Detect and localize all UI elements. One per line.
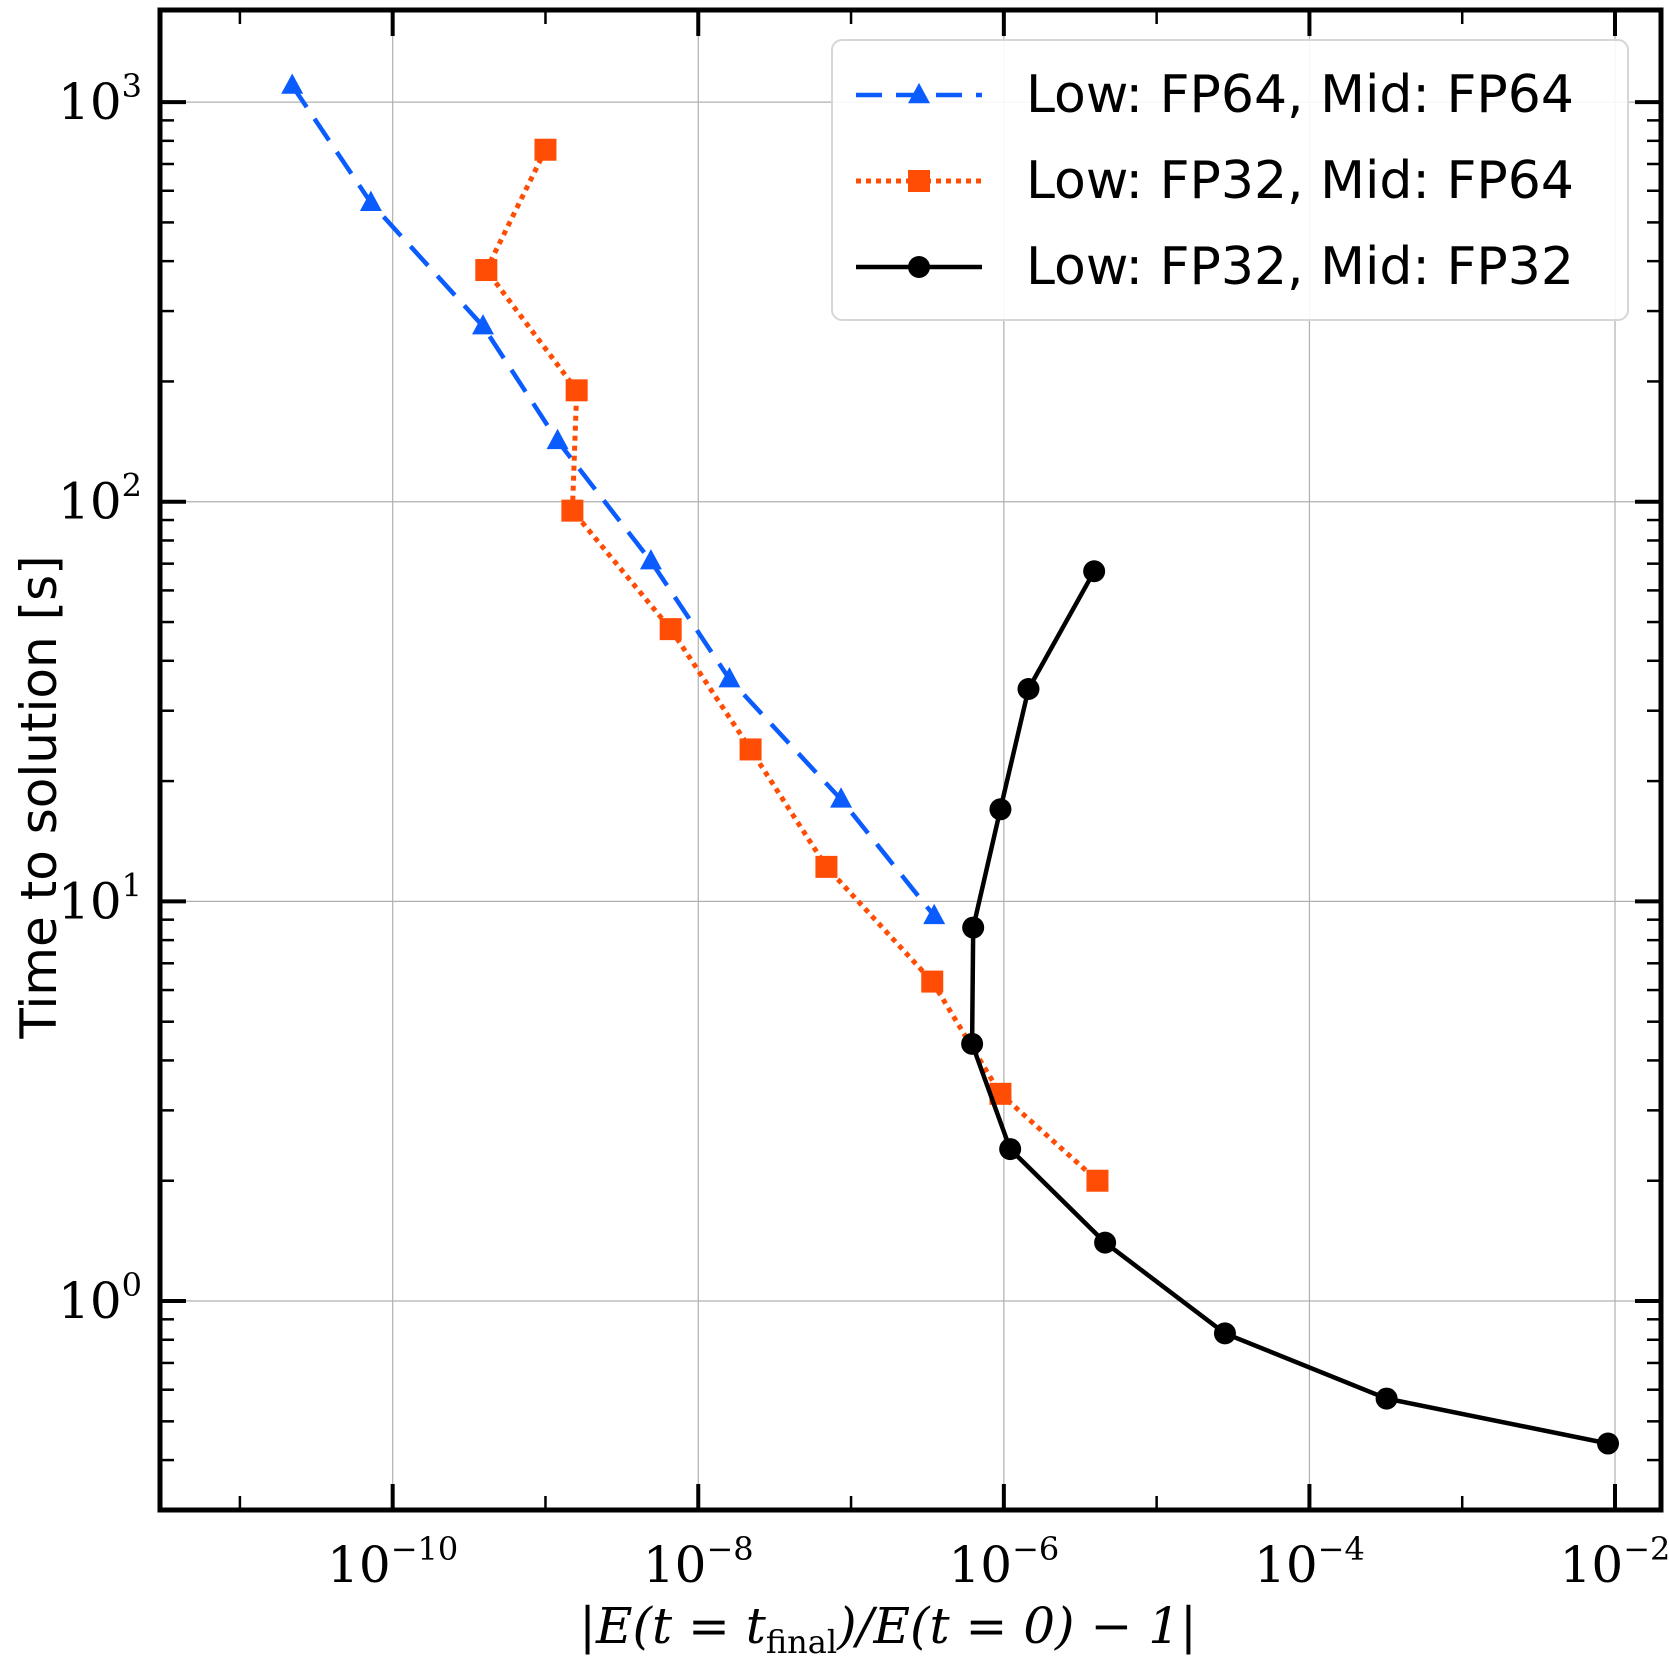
series-line — [290, 84, 936, 918]
y-tick-label-exponent: 1 — [122, 866, 142, 904]
series-line — [969, 570, 1609, 1446]
data-point — [830, 787, 853, 808]
x-tick-label-base: 10 — [948, 1536, 1012, 1594]
data-point — [999, 1138, 1022, 1161]
y-tick-label-exponent: 0 — [122, 1266, 142, 1304]
legend-label: Low: FP32, Mid: FP32 — [1026, 237, 1574, 297]
data-point — [1094, 1231, 1117, 1254]
data-point — [961, 1032, 984, 1055]
ticks — [160, 10, 1661, 1512]
legend-label: Low: FP32, Mid: FP64 — [1026, 151, 1574, 211]
y-tick-label: 101 — [58, 866, 142, 930]
series-layer — [281, 73, 1620, 1455]
data-point — [359, 190, 382, 211]
data-point — [561, 499, 584, 522]
data-point — [962, 916, 985, 939]
legend-entry: Low: FP32, Mid: FP64 — [856, 151, 1574, 211]
x-tick-label-exponent: −4 — [1318, 1530, 1365, 1568]
y-tick-label: 100 — [58, 1266, 142, 1330]
y-tick-label-base: 10 — [58, 872, 122, 930]
plot-frame — [157, 7, 1664, 1513]
x-tick-label: 10−10 — [327, 1530, 458, 1594]
legend-marker — [908, 82, 930, 104]
data-point — [546, 428, 569, 450]
data-point — [1086, 1169, 1109, 1192]
x-axis-label-tail: )/E(t = 0) − 1| — [836, 1597, 1197, 1655]
data-point — [639, 549, 662, 570]
data-point — [989, 1082, 1012, 1105]
x-tick-label-exponent: −8 — [706, 1530, 753, 1568]
data-point — [921, 970, 944, 993]
series-3 — [961, 560, 1620, 1455]
x-axis-label-subscript: final — [766, 1623, 837, 1661]
legend-entry: Low: FP64, Mid: FP64 — [856, 65, 1574, 125]
legend: Low: FP64, Mid: FP64 Low: FP32, Mid: FP64… — [831, 39, 1629, 321]
legend-marker — [908, 256, 930, 278]
legend-label: Low: FP64, Mid: FP64 — [1026, 65, 1574, 125]
data-point — [1083, 560, 1106, 583]
data-point — [1213, 1322, 1236, 1345]
y-tick-label-exponent: 2 — [122, 467, 142, 505]
y-axis-label: Time to solution [s] — [10, 555, 68, 1039]
legend-entries: Low: FP64, Mid: FP64 Low: FP32, Mid: FP64… — [856, 65, 1574, 297]
data-point — [739, 738, 762, 761]
x-tick-label-exponent: −6 — [1012, 1530, 1059, 1568]
y-tick-label-base: 10 — [58, 1272, 122, 1330]
legend-marker — [908, 170, 930, 192]
data-point — [659, 618, 682, 641]
y-tick-label-exponent: 3 — [122, 67, 142, 105]
x-tick-label-exponent: −2 — [1623, 1530, 1669, 1568]
x-tick-label-base: 10 — [1254, 1536, 1318, 1594]
series-1 — [281, 73, 946, 925]
data-point — [1375, 1387, 1398, 1410]
y-tick-label-base: 10 — [58, 473, 122, 531]
y-tick-label: 102 — [58, 467, 142, 531]
data-point — [718, 666, 741, 688]
x-tick-label-exponent: −10 — [391, 1530, 459, 1568]
data-point — [565, 379, 588, 402]
x-tick-label: 10−6 — [948, 1530, 1059, 1594]
data-point — [923, 903, 946, 925]
x-tick-label: 10−4 — [1254, 1530, 1365, 1594]
y-tick-label-base: 10 — [58, 73, 122, 131]
x-axis-label-main: |E(t = t — [579, 1597, 767, 1655]
data-point — [1017, 677, 1040, 700]
data-point — [471, 314, 494, 335]
y-tick-label: 103 — [58, 67, 142, 131]
x-axis-label: |E(t = tfinal)/E(t = 0) − 1| — [579, 1597, 1197, 1661]
x-tick-label-base: 10 — [643, 1536, 707, 1594]
legend-entry: Low: FP32, Mid: FP32 — [856, 237, 1574, 297]
legend-box — [831, 39, 1629, 321]
x-tick-label: 10−2 — [1560, 1530, 1669, 1594]
x-tick-label: 10−8 — [643, 1530, 754, 1594]
data-point — [1597, 1432, 1620, 1455]
x-tick-label-base: 10 — [1560, 1536, 1624, 1594]
data-point — [534, 138, 557, 161]
data-point — [281, 73, 304, 94]
data-point — [815, 855, 838, 878]
data-point — [475, 259, 498, 282]
x-tick-label-base: 10 — [327, 1536, 391, 1594]
data-point — [989, 798, 1012, 821]
